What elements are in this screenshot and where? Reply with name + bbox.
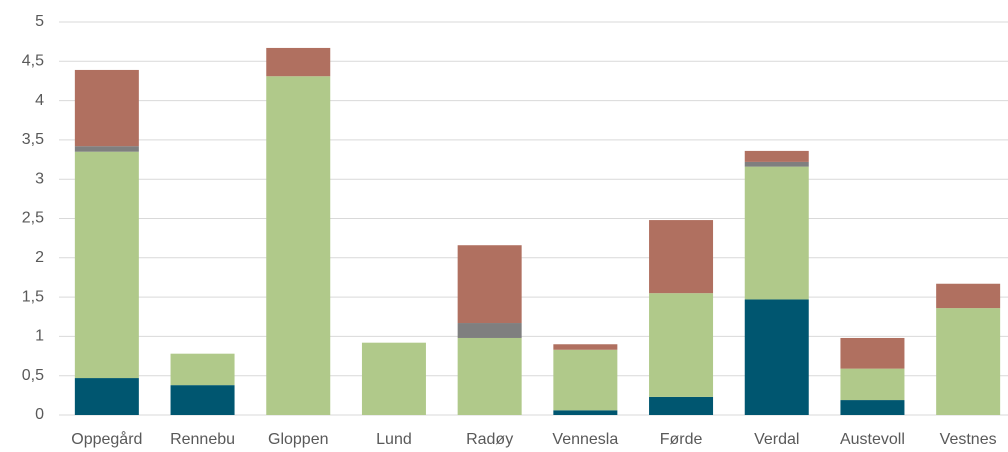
y-tick-label: 1,5: [22, 288, 44, 305]
x-tick-label: Førde: [660, 431, 703, 448]
x-tick-label: Verdal: [754, 431, 799, 448]
x-tick-label: Austevoll: [840, 431, 905, 448]
x-tick-label: Gloppen: [268, 431, 329, 448]
bar-segment: [936, 308, 1001, 415]
x-tick-label: Lund: [376, 431, 412, 448]
bar-segment: [936, 283, 1001, 309]
y-tick-label: 1: [35, 328, 44, 345]
bar-segment: [74, 146, 139, 152]
bar-segment: [457, 323, 522, 338]
bar-segment: [553, 344, 618, 350]
y-tick-label: 5: [35, 13, 44, 30]
bar-segment: [744, 161, 809, 167]
y-tick-label: 3,5: [22, 131, 44, 148]
x-tick-label: Vennesla: [552, 431, 618, 448]
bar-segment: [74, 378, 139, 415]
bar-segment: [361, 342, 426, 415]
x-tick-label: Rennebu: [170, 431, 235, 448]
x-tick-label: Vestnes: [940, 431, 997, 448]
bar-segment: [840, 337, 905, 369]
bar-segment: [170, 353, 235, 386]
bar-segment: [744, 299, 809, 415]
bar-segment: [649, 293, 714, 397]
bar-segment: [74, 151, 139, 379]
y-tick-label: 2: [35, 249, 44, 266]
bar-segment: [649, 396, 714, 415]
bar-segment: [170, 385, 235, 415]
bar-segment: [744, 166, 809, 300]
bar-segment: [553, 349, 618, 411]
bar-segment: [266, 76, 331, 415]
y-tick-label: 4,5: [22, 53, 44, 70]
bar-segment: [457, 245, 522, 324]
bar-segment: [840, 400, 905, 415]
bar-segment: [266, 47, 331, 77]
y-tick-label: 3: [35, 170, 44, 187]
y-tick-label: 4: [35, 92, 44, 109]
bar-segment: [74, 69, 139, 147]
bar-segment: [744, 150, 809, 162]
bar-segment: [649, 220, 714, 294]
y-tick-label: 2,5: [22, 210, 44, 227]
bar-segment: [840, 368, 905, 401]
y-tick-label: 0: [35, 406, 44, 423]
bar-segment: [553, 410, 618, 415]
bar-segment: [457, 337, 522, 415]
x-tick-label: Oppegård: [71, 430, 142, 448]
x-tick-label: Radøy: [466, 431, 513, 448]
y-tick-label: 0,5: [22, 367, 44, 384]
